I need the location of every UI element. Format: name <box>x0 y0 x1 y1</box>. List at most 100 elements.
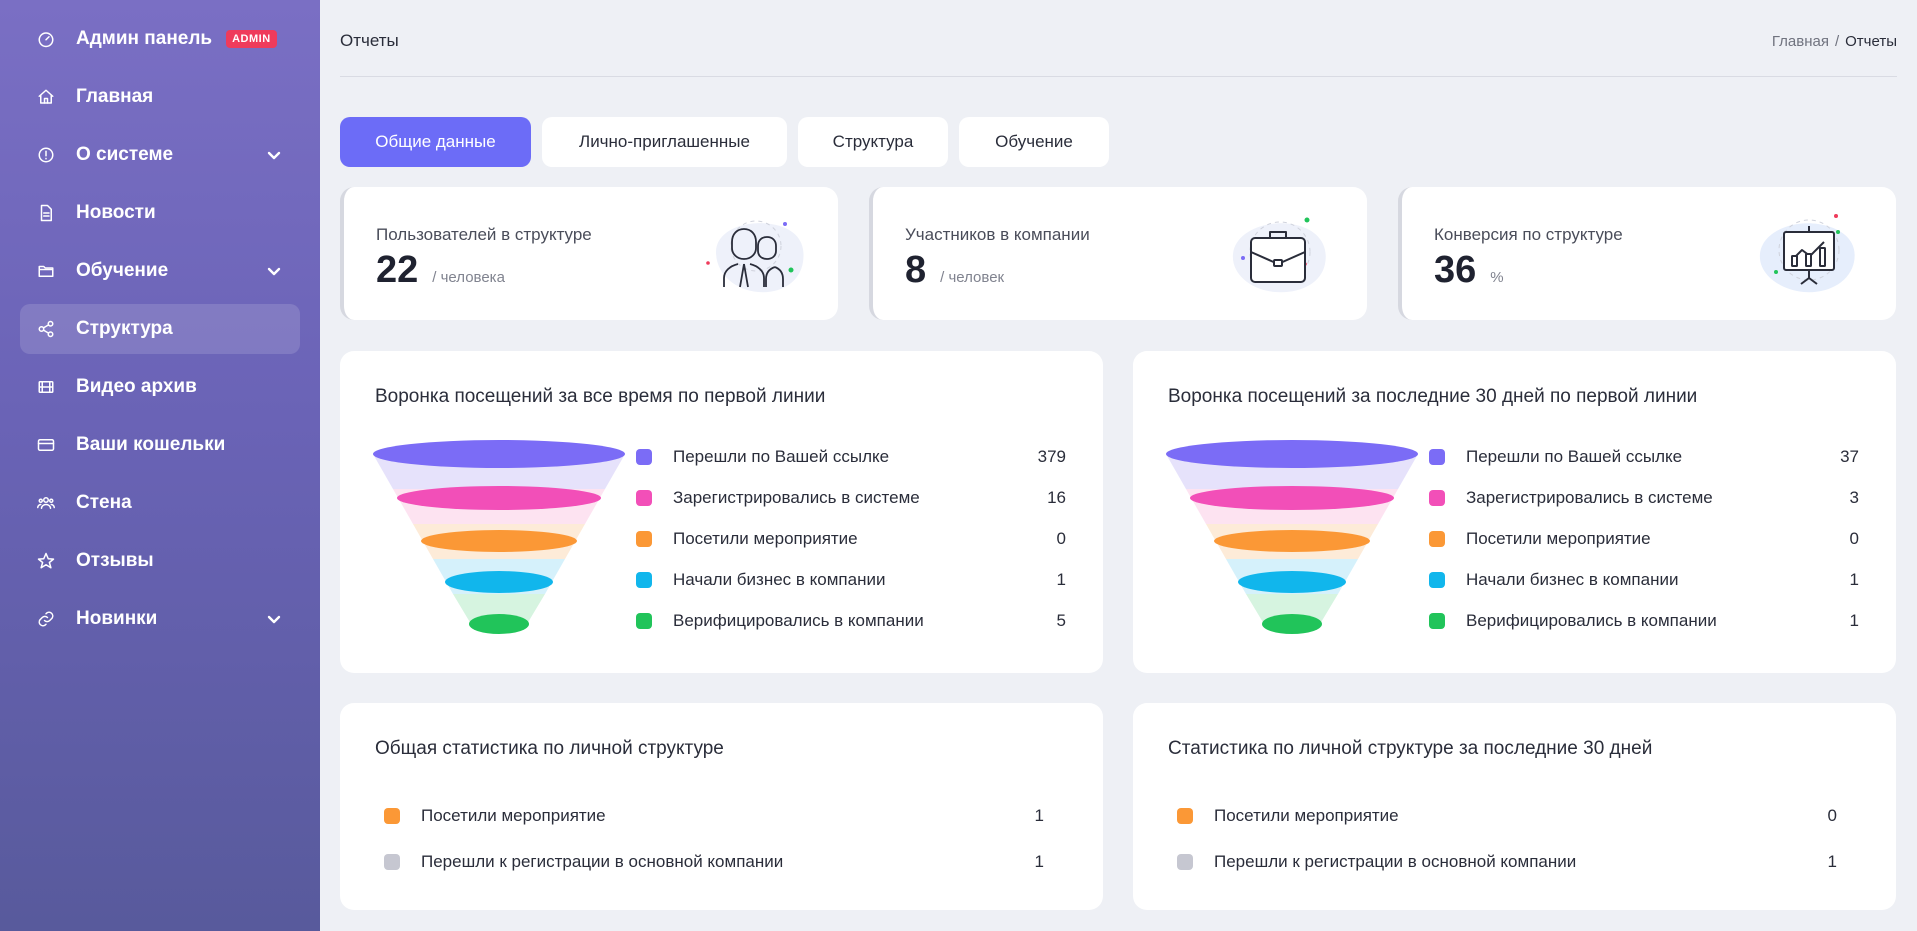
breadcrumb-separator: / <box>1834 32 1840 50</box>
legend-row: Посетили мероприятие 0 <box>1429 518 1859 559</box>
credit-card-icon <box>36 435 56 455</box>
legend-row: Перешли по Вашей ссылке 37 <box>1429 436 1859 477</box>
sidebar-item-video-archive[interactable]: Видео архив <box>20 362 300 412</box>
legend-dot <box>636 530 652 547</box>
home-icon <box>36 87 56 107</box>
stats-label: Перешли к регистрации в основной компани… <box>1214 852 1577 871</box>
funnel-level-2 <box>397 486 601 510</box>
sidebar-item-wall[interactable]: Стена <box>20 478 300 528</box>
legend-dot <box>636 612 652 629</box>
legend-row: Начали бизнес в компании 1 <box>1429 559 1859 600</box>
legend-row: Зарегистрировались в системе 3 <box>1429 477 1859 518</box>
funnel-band <box>1246 594 1338 624</box>
funnel-band <box>453 594 545 624</box>
legend-label: Посетили мероприятие <box>1466 528 1651 548</box>
sidebar-item-education[interactable]: Обучение <box>20 246 300 296</box>
legend-row: Перешли по Вашей ссылке 379 <box>636 436 1066 477</box>
legend-value: 3 <box>1849 487 1859 507</box>
chevron-down-icon[interactable] <box>266 263 282 279</box>
stats-value: 1 <box>1034 852 1044 871</box>
legend-value: 0 <box>1056 528 1066 548</box>
funnel-level-4 <box>1238 571 1346 593</box>
sidebar-item-wallets[interactable]: Ваши кошельки <box>20 420 300 470</box>
sidebar-item-label: Стена <box>76 492 132 513</box>
sidebar-item-about[interactable]: О системе <box>20 130 300 180</box>
stat-label: Участников в компании <box>905 225 1090 244</box>
stats-value: 1 <box>1034 806 1044 825</box>
document-icon <box>36 203 56 223</box>
stat-card-conversion: Конверсия по структуре 36 % <box>1398 187 1896 320</box>
funnel-legend: Перешли по Вашей ссылке 37 Зарегистрирова… <box>1429 436 1859 641</box>
tab-education[interactable]: Обучение <box>959 117 1109 167</box>
legend-dot <box>636 571 652 588</box>
stats-dot <box>384 808 400 824</box>
breadcrumb: Главная / Отчеты <box>1772 33 1897 50</box>
stat-label: Пользователей в структуре <box>376 225 592 244</box>
stats-list: Посетили мероприятие 0 Перешли к регистра… <box>1177 793 1837 885</box>
legend-value: 1 <box>1849 610 1859 630</box>
presentation-chart-icon <box>1759 214 1855 293</box>
legend-dot <box>1429 448 1445 465</box>
sidebar-item-label: Структура <box>76 318 173 339</box>
stats-label: Перешли к регистрации в основной компани… <box>421 852 784 871</box>
stats-dot <box>1177 854 1193 870</box>
legend-value: 0 <box>1849 528 1859 548</box>
legend-label: Верифицировались в компании <box>1466 610 1717 630</box>
funnel-level-3 <box>1214 530 1370 552</box>
card-title: Воронка посещений за последние 30 дней п… <box>1168 386 1698 407</box>
card-title: Воронка посещений за все время по первой… <box>375 386 826 407</box>
structure-stats-card-total: Общая статистика по личной структуре Пос… <box>340 703 1103 910</box>
legend-value: 379 <box>1037 446 1066 466</box>
sidebar-item-home[interactable]: Главная <box>20 72 300 122</box>
sidebar-item-label: Главная <box>76 86 154 107</box>
funnel-level-3 <box>421 530 577 552</box>
funnel-level-2 <box>1190 486 1394 510</box>
stat-value-group: 36 % <box>1434 249 1504 292</box>
stat-value-group: 22 / человека <box>376 249 505 292</box>
funnel-level-1 <box>373 440 625 468</box>
users-icon <box>36 493 56 513</box>
tab-structure[interactable]: Структура <box>798 117 948 167</box>
legend-row: Зарегистрировались в системе 16 <box>636 477 1066 518</box>
legend-label: Перешли по Вашей ссылке <box>1466 446 1683 466</box>
stats-dot <box>384 854 400 870</box>
sidebar-item-news[interactable]: Новости <box>20 188 300 238</box>
funnel-level-5 <box>1262 614 1322 634</box>
stat-value: 36 <box>1434 249 1477 291</box>
legend-value: 5 <box>1056 610 1066 630</box>
funnel-chart <box>373 440 625 634</box>
stat-unit: / человека <box>432 269 505 286</box>
legend-label: Начали бизнес в компании <box>1466 569 1679 589</box>
legend-label: Зарегистрировались в системе <box>673 487 920 507</box>
share-icon <box>36 319 56 339</box>
legend-dot <box>1429 571 1445 588</box>
stats-label: Посетили мероприятие <box>1214 806 1399 825</box>
legend-row: Начали бизнес в компании 1 <box>636 559 1066 600</box>
sidebar-item-new-items[interactable]: Новинки <box>20 594 300 644</box>
chevron-down-icon[interactable] <box>266 147 282 163</box>
stats-row: Перешли к регистрации в основной компани… <box>1177 839 1837 885</box>
funnel-card-all-time: Воронка посещений за все время по первой… <box>340 351 1103 673</box>
funnel-legend: Перешли по Вашей ссылке 379 Зарегистриров… <box>636 436 1066 641</box>
card-title: Статистика по личной структуре за послед… <box>1168 738 1653 759</box>
card-title: Общая статистика по личной структуре <box>375 738 724 759</box>
breadcrumb-home-link[interactable]: Главная <box>1771 32 1829 50</box>
stats-row: Посетили мероприятие 0 <box>1177 793 1837 839</box>
legend-dot <box>1429 612 1445 629</box>
stat-card-users: Пользователей в структуре 22 / человека <box>340 187 838 320</box>
sidebar-item-structure[interactable]: Структура <box>20 304 300 354</box>
funnel-level-5 <box>469 614 529 634</box>
sidebar-item-reviews[interactable]: Отзывы <box>20 536 300 586</box>
info-icon <box>36 145 56 165</box>
stats-value: 0 <box>1827 806 1837 825</box>
stats-value: 1 <box>1827 852 1837 871</box>
sidebar-item-admin-panel[interactable]: Админ панель ADMIN <box>20 14 300 64</box>
tab-general-data[interactable]: Общие данные <box>340 117 531 167</box>
page-title: Отчеты <box>340 31 399 50</box>
sidebar-item-label: Ваши кошельки <box>76 434 226 455</box>
chevron-down-icon[interactable] <box>266 611 282 627</box>
funnel-card-30-days: Воронка посещений за последние 30 дней п… <box>1133 351 1896 673</box>
tab-personally-invited[interactable]: Лично-приглашенные <box>542 117 787 167</box>
stat-unit: % <box>1490 269 1504 286</box>
stats-label: Посетили мероприятие <box>421 806 606 825</box>
